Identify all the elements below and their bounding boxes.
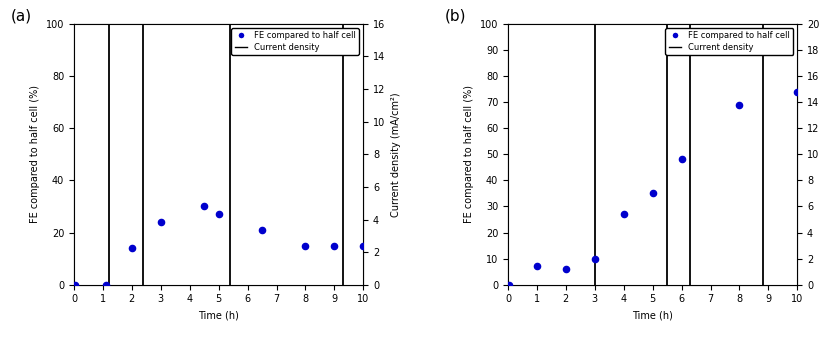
Point <box>328 243 341 248</box>
Point <box>530 264 543 269</box>
Point <box>197 204 210 209</box>
Point <box>617 212 630 217</box>
Point <box>503 282 516 287</box>
Point <box>99 282 113 287</box>
X-axis label: Time (h): Time (h) <box>198 310 239 320</box>
Point <box>155 219 168 225</box>
Y-axis label: Current density (mA/cm²): Current density (mA/cm²) <box>391 92 401 217</box>
Point <box>559 266 572 272</box>
Point <box>791 89 804 94</box>
Point <box>733 102 746 107</box>
Y-axis label: FE compared to half cell (%): FE compared to half cell (%) <box>30 85 40 223</box>
Text: (b): (b) <box>445 8 466 23</box>
Point <box>125 245 138 251</box>
Point <box>675 157 688 162</box>
Text: (a): (a) <box>11 8 31 23</box>
Point <box>69 282 82 287</box>
X-axis label: Time (h): Time (h) <box>632 310 673 320</box>
Point <box>589 256 602 261</box>
Legend: FE compared to half cell, Current density: FE compared to half cell, Current densit… <box>232 28 359 55</box>
Y-axis label: FE compared to half cell (%): FE compared to half cell (%) <box>464 85 474 223</box>
Legend: FE compared to half cell, Current density: FE compared to half cell, Current densit… <box>666 28 793 55</box>
Point <box>646 191 659 196</box>
Point <box>299 243 312 248</box>
Point <box>357 243 370 248</box>
Point <box>256 227 269 233</box>
Point <box>212 212 225 217</box>
